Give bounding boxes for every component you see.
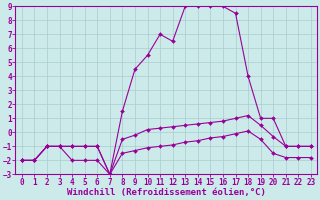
X-axis label: Windchill (Refroidissement éolien,°C): Windchill (Refroidissement éolien,°C) xyxy=(67,188,266,197)
